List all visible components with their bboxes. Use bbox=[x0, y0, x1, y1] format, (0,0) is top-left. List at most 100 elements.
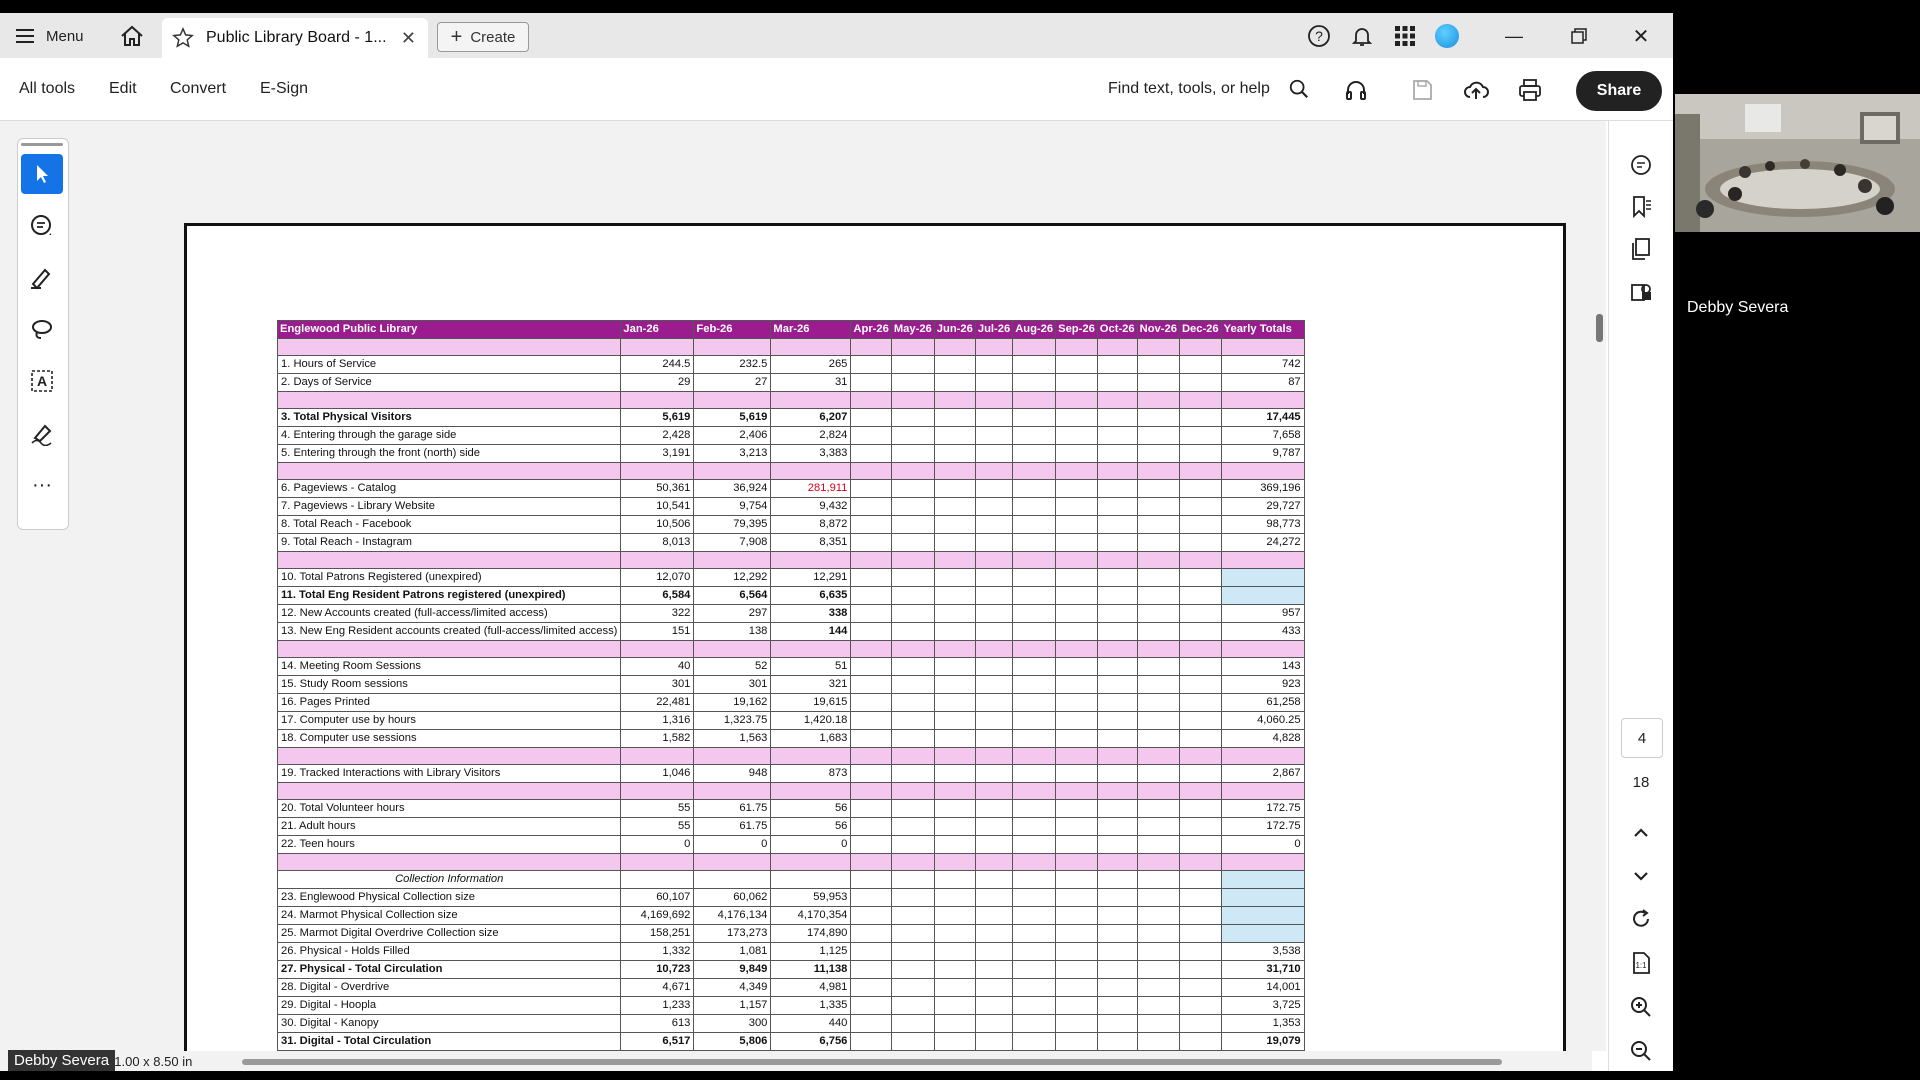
create-button[interactable]: + Create bbox=[437, 22, 529, 52]
spacer-cell bbox=[933, 338, 976, 356]
spacer-cell bbox=[1055, 391, 1098, 409]
highlight-tool[interactable] bbox=[21, 257, 63, 297]
empty-month-cell bbox=[1096, 568, 1138, 587]
empty-month-cell bbox=[974, 444, 1014, 463]
document-tab[interactable]: Public Library Board - 1... ✕ bbox=[162, 18, 428, 58]
cell-feb: 5,619 bbox=[693, 408, 772, 427]
empty-month-cell bbox=[850, 693, 892, 712]
comment-tool[interactable] bbox=[21, 206, 63, 246]
menu-all-tools[interactable]: All tools bbox=[19, 80, 76, 97]
zoom-out-icon[interactable] bbox=[1629, 1039, 1653, 1063]
empty-month-cell bbox=[1178, 515, 1222, 534]
avatar[interactable] bbox=[1435, 24, 1459, 48]
empty-month-cell bbox=[974, 799, 1014, 818]
spacer-cell bbox=[1012, 391, 1057, 409]
spacer-cell bbox=[1220, 338, 1305, 356]
spacer-cell bbox=[890, 391, 935, 409]
participant-name: Debby Severa bbox=[1687, 299, 1789, 316]
cell-mar: 1,683 bbox=[770, 729, 852, 748]
pages-icon[interactable] bbox=[1629, 237, 1653, 261]
close-window-icon[interactable]: ✕ bbox=[1632, 25, 1650, 48]
empty-month-cell bbox=[933, 817, 976, 836]
cell-feb: 4,176,134 bbox=[693, 906, 772, 925]
empty-month-cell bbox=[850, 373, 892, 392]
menu-button[interactable]: Menu bbox=[16, 23, 84, 49]
empty-month-cell bbox=[1136, 942, 1180, 961]
read-aloud-headphones-icon[interactable] bbox=[1344, 78, 1368, 102]
text-tool[interactable]: A bbox=[21, 361, 63, 401]
minimize-icon[interactable]: — bbox=[1505, 25, 1523, 46]
apps-grid-icon[interactable] bbox=[1393, 24, 1417, 48]
select-tool[interactable] bbox=[21, 154, 63, 194]
menu-edit[interactable]: Edit bbox=[109, 80, 137, 97]
empty-month-cell bbox=[890, 515, 935, 534]
chevron-up-icon[interactable] bbox=[1629, 821, 1653, 845]
table-row: 30. Digital - Kanopy 613 300 440 1,353 bbox=[276, 1014, 1305, 1033]
horizontal-scroll-thumb[interactable] bbox=[242, 1059, 1502, 1065]
empty-month-cell bbox=[1136, 568, 1180, 587]
cell-yearly-total: 4,828 bbox=[1220, 729, 1305, 748]
spacer-cell bbox=[770, 640, 852, 658]
empty-month-cell bbox=[850, 515, 892, 534]
empty-month-cell bbox=[890, 479, 935, 498]
spacer-cell bbox=[933, 551, 976, 569]
save-icon[interactable] bbox=[1410, 78, 1434, 102]
close-tab-icon[interactable]: ✕ bbox=[400, 28, 416, 48]
bell-icon[interactable] bbox=[1350, 24, 1374, 48]
refresh-icon[interactable] bbox=[1629, 907, 1653, 931]
spacer-row bbox=[276, 391, 1305, 409]
help-icon[interactable]: ? bbox=[1307, 24, 1331, 48]
search-icon[interactable] bbox=[1288, 78, 1310, 100]
empty-month-cell bbox=[1012, 906, 1057, 925]
menu-e-sign[interactable]: E-Sign bbox=[260, 80, 309, 97]
share-button[interactable]: Share bbox=[1576, 71, 1662, 111]
empty-month-cell bbox=[1055, 675, 1098, 694]
spacer-cell bbox=[770, 747, 852, 765]
document-canvas[interactable]: Englewood Public Library Jan-26 Feb-26 Mar-… bbox=[82, 121, 1592, 1051]
cell-yearly-total: 19,079 bbox=[1220, 1032, 1305, 1051]
fit-page-icon[interactable]: 1:1 bbox=[1629, 951, 1653, 975]
empty-cell bbox=[974, 870, 1014, 889]
table-row: 14. Meeting Room Sessions 40 52 51 143 bbox=[276, 657, 1305, 676]
table-row: 9. Total Reach - Instagram 8,013 7,908 8,35… bbox=[276, 533, 1305, 552]
protect-icon[interactable] bbox=[1629, 279, 1653, 303]
empty-month-cell bbox=[1012, 960, 1057, 979]
zoom-in-icon[interactable] bbox=[1629, 995, 1653, 1019]
title-bar: Menu Public Library Board - 1... ✕ + Cre… bbox=[0, 13, 1673, 58]
spacer-cell bbox=[1136, 338, 1180, 356]
panel-grip[interactable] bbox=[21, 143, 63, 146]
vertical-scroll-thumb[interactable] bbox=[1596, 314, 1603, 342]
restore-icon[interactable] bbox=[1565, 23, 1593, 49]
empty-month-cell bbox=[1136, 622, 1180, 641]
more-tools[interactable]: ··· bbox=[21, 465, 63, 505]
empty-month-cell bbox=[890, 799, 935, 818]
upload-cloud-icon[interactable] bbox=[1463, 78, 1489, 102]
cell-feb: 52 bbox=[693, 657, 772, 676]
empty-month-cell bbox=[1055, 444, 1098, 463]
home-button[interactable] bbox=[118, 23, 146, 49]
cell-yearly-total: 2,867 bbox=[1220, 764, 1305, 783]
sign-tool[interactable] bbox=[21, 413, 63, 453]
empty-month-cell bbox=[1055, 942, 1098, 961]
cell-yearly-total: 433 bbox=[1220, 622, 1305, 641]
vertical-scrollbar[interactable] bbox=[1592, 121, 1606, 1051]
row-label: 21. Adult hours bbox=[276, 817, 622, 836]
cell-jan: 5,619 bbox=[620, 408, 695, 427]
empty-month-cell bbox=[933, 693, 976, 712]
cell-mar: 6,635 bbox=[770, 586, 852, 605]
spacer-cell bbox=[770, 338, 852, 356]
menu-convert[interactable]: Convert bbox=[170, 80, 227, 97]
table-row: 11. Total Eng Resident Patrons registere… bbox=[276, 586, 1305, 605]
star-icon[interactable] bbox=[172, 27, 194, 49]
find-text-search[interactable]: Find text, tools, or help bbox=[1108, 80, 1270, 97]
bookmark-icon[interactable] bbox=[1629, 195, 1653, 219]
current-page-input[interactable]: 4 bbox=[1621, 718, 1663, 758]
horizontal-scrollbar[interactable] bbox=[82, 1051, 1592, 1071]
comments-panel-icon[interactable] bbox=[1629, 153, 1653, 177]
cell-mar: 31 bbox=[770, 373, 852, 392]
empty-month-cell bbox=[1178, 711, 1222, 730]
print-icon[interactable] bbox=[1518, 78, 1542, 102]
draw-tool[interactable] bbox=[21, 309, 63, 349]
chevron-down-icon[interactable] bbox=[1629, 864, 1653, 888]
spacer-cell bbox=[850, 640, 892, 658]
